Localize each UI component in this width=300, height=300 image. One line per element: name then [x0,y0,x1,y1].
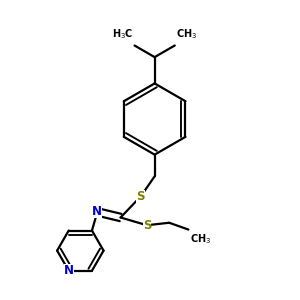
Text: N: N [92,206,102,218]
Text: H$_3$C: H$_3$C [112,28,133,41]
Text: S: S [136,190,145,203]
Text: N: N [64,264,74,277]
Text: CH$_3$: CH$_3$ [190,233,211,247]
Text: S: S [143,219,151,232]
Text: CH$_3$: CH$_3$ [176,28,197,41]
